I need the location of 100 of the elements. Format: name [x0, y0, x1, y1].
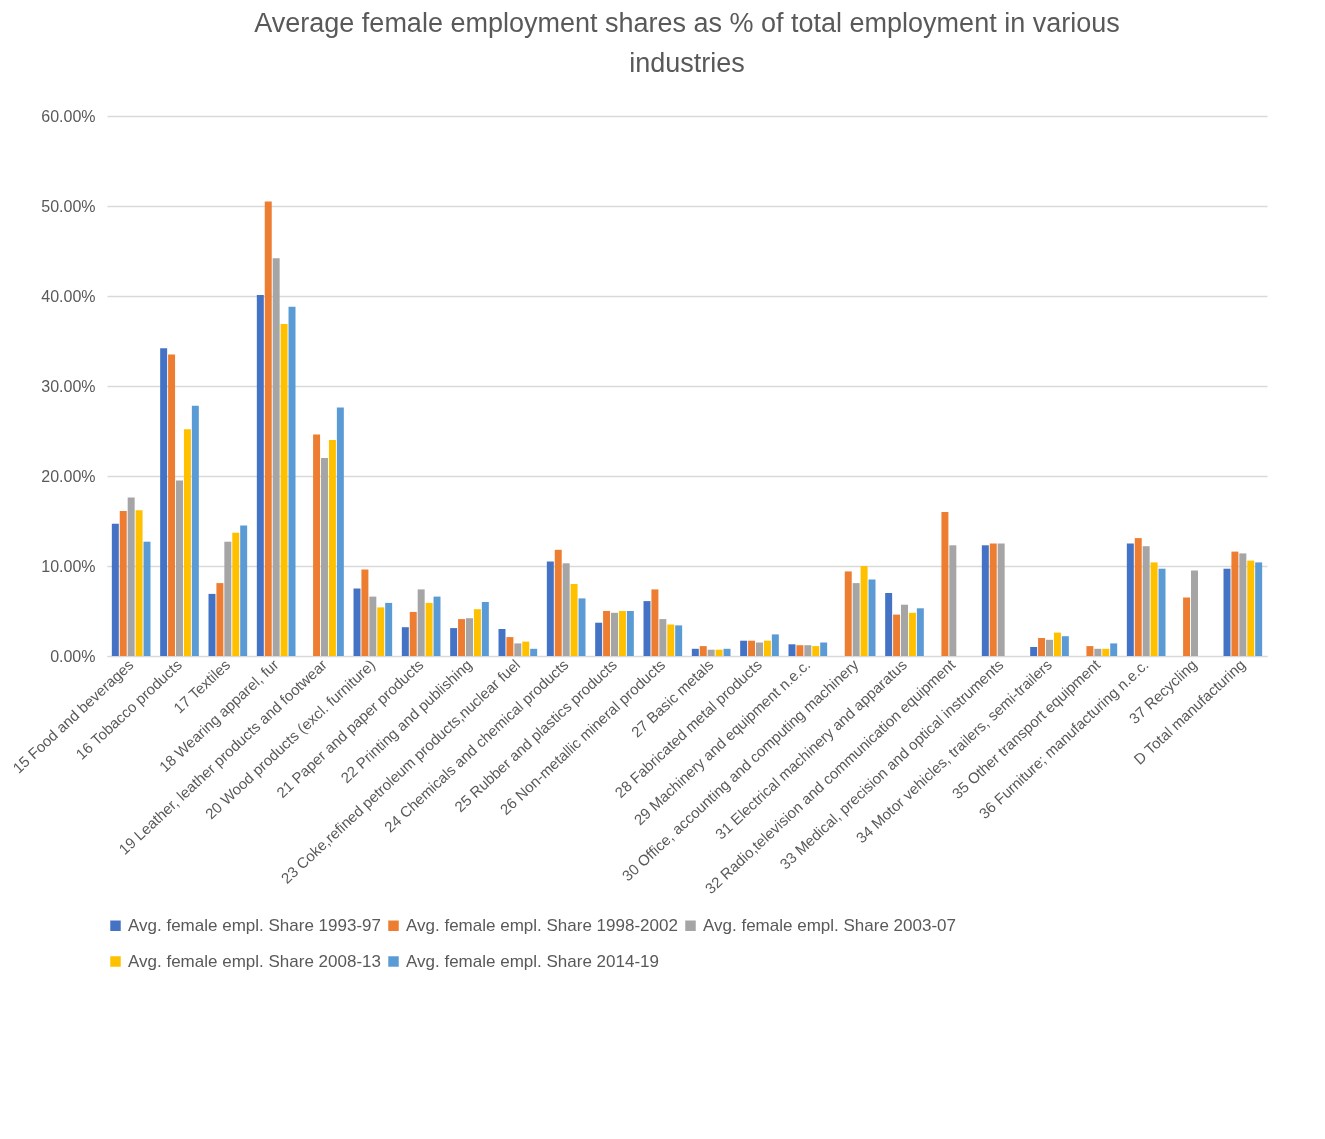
y-tick-label: 20.00%: [41, 467, 96, 485]
bar: [369, 596, 377, 656]
bar: [852, 583, 860, 656]
legend-label: Avg. female empl. Share 1993-97: [128, 915, 381, 935]
bar: [796, 645, 804, 656]
bar: [908, 612, 916, 656]
bar: [691, 648, 699, 656]
bar: [675, 625, 683, 656]
bar: [1046, 639, 1053, 656]
bar: [570, 584, 578, 656]
bar: [667, 624, 675, 656]
bar: [409, 611, 417, 656]
bar: [771, 634, 779, 656]
y-tick-label: 60.00%: [41, 107, 96, 125]
bar: [554, 549, 562, 656]
bar: [191, 405, 199, 656]
bar: [143, 541, 151, 656]
bar: [328, 440, 336, 656]
y-tick-label: 50.00%: [41, 197, 96, 215]
bar: [1061, 636, 1069, 656]
bar: [618, 611, 626, 656]
bar: [506, 637, 514, 656]
legend-label: Avg. female empl. Share 2003-07: [703, 915, 956, 935]
bar: [224, 541, 232, 656]
bar: [844, 571, 852, 656]
bar: [168, 354, 176, 656]
bar: [1110, 643, 1118, 656]
bar: [756, 642, 763, 656]
bar: [707, 649, 715, 656]
bar: [651, 589, 659, 656]
bar: [1158, 568, 1166, 656]
bar: [1134, 538, 1142, 656]
bar: [530, 648, 538, 656]
bar: [127, 497, 135, 656]
bar: [425, 602, 433, 656]
bar: [288, 306, 296, 656]
bar: [941, 512, 949, 656]
bar: [450, 628, 458, 656]
bar: [1030, 647, 1038, 656]
bar: [401, 627, 409, 656]
bar: [595, 622, 603, 656]
bar: [216, 583, 224, 656]
bar: [1191, 570, 1198, 656]
bar: [377, 607, 385, 656]
bar: [868, 579, 876, 656]
bar: [562, 563, 570, 656]
bar: [336, 407, 344, 656]
bar: [280, 323, 288, 656]
bar: [740, 640, 748, 656]
bar: [256, 295, 264, 656]
bar: [763, 640, 771, 656]
bar: [611, 612, 618, 656]
bar: [1183, 597, 1191, 656]
bar: [626, 611, 634, 656]
bar: [481, 602, 489, 656]
bar: [603, 611, 611, 656]
bar: [804, 645, 812, 656]
bar: [135, 510, 143, 656]
bar: [1086, 646, 1094, 656]
bar: [546, 561, 554, 656]
bar: [659, 619, 667, 656]
bar: [981, 545, 989, 656]
bar: [1126, 543, 1134, 656]
bar: [699, 646, 707, 656]
bar: [997, 543, 1005, 656]
bar: [522, 641, 530, 656]
bar: [916, 608, 924, 656]
chart-title: Average female employment shares as % of total employment in various industries: [254, 8, 1120, 78]
bar: [514, 643, 522, 656]
bar: [160, 348, 168, 656]
bar: [264, 201, 272, 656]
bar: [321, 458, 328, 656]
bar: [232, 532, 240, 656]
bar: [715, 649, 723, 656]
y-tick-label: 40.00%: [41, 287, 96, 305]
bar: [1038, 638, 1046, 656]
bar: [860, 566, 868, 656]
bar: [361, 569, 369, 656]
bar: [458, 619, 466, 656]
y-tick-label: 10.00%: [41, 557, 96, 575]
bar: [949, 545, 957, 656]
bar: [1102, 648, 1110, 656]
bar: [989, 543, 997, 656]
bar: [240, 525, 248, 656]
y-tick-label: 30.00%: [41, 377, 96, 395]
bar: [1231, 551, 1239, 656]
bar: [272, 258, 280, 656]
bar: [417, 589, 425, 656]
bar: [466, 618, 473, 656]
bar: [1094, 648, 1102, 656]
bar: [111, 523, 119, 656]
bar: [176, 480, 183, 656]
bar: [385, 602, 393, 656]
bar: [893, 614, 901, 656]
bar: [1150, 562, 1158, 656]
bar: [820, 642, 828, 656]
bar: [313, 434, 321, 656]
y-tick-label: 0.00%: [50, 647, 96, 665]
bar: [578, 598, 586, 656]
bar: [1247, 560, 1255, 656]
